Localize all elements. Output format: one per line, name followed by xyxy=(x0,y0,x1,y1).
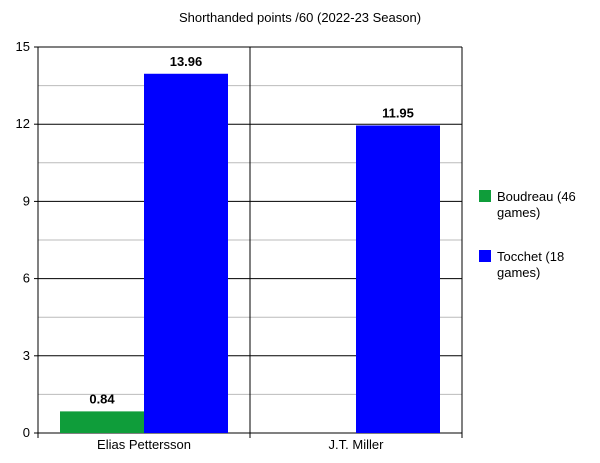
data-label: 0.84 xyxy=(89,391,115,406)
y-tick-label: 12 xyxy=(16,116,30,131)
y-tick-label: 9 xyxy=(23,193,30,208)
legend: Boudreau (46 games) Tocchet (18 games) xyxy=(479,189,576,280)
x-category-label: Elias Pettersson xyxy=(97,437,191,452)
data-label: 13.96 xyxy=(170,54,203,69)
y-tick-label: 6 xyxy=(23,271,30,286)
bar-boudreau xyxy=(60,411,144,433)
legend-swatch xyxy=(479,250,491,262)
data-labels: 0.84 13.96 11.95 xyxy=(89,54,414,407)
bars xyxy=(60,73,440,433)
y-tick-label: 0 xyxy=(23,425,30,440)
legend-entry: Tocchet (18 games) xyxy=(497,249,564,280)
bar-tocchet xyxy=(144,73,228,433)
x-category-label: J.T. Miller xyxy=(329,437,385,452)
legend-entry: Boudreau (46 games) xyxy=(497,189,576,220)
bar-tocchet xyxy=(356,125,440,433)
legend-swatch xyxy=(479,190,491,202)
y-tick-label: 3 xyxy=(23,348,30,363)
y-tick-label: 15 xyxy=(16,39,30,54)
chart-title: Shorthanded points /60 (2022-23 Season) xyxy=(179,10,421,25)
data-label: 11.95 xyxy=(382,105,414,120)
